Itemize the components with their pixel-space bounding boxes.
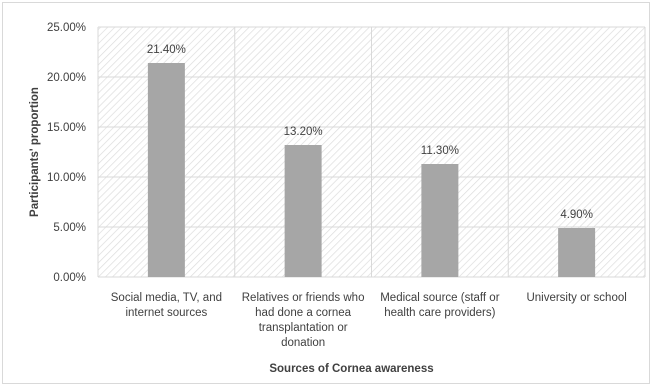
- x-category-label: University or school: [526, 292, 626, 304]
- bar: [147, 63, 185, 277]
- y-axis-title: Participants' proportion: [29, 87, 41, 217]
- bar: [421, 164, 459, 277]
- x-axis-categories: Social media, TV, and internet sources Rel…: [111, 292, 627, 349]
- y-tick-label: 15.00%: [47, 122, 86, 134]
- y-tick-label: 5.00%: [53, 222, 86, 234]
- gridlines: [97, 26, 646, 278]
- x-axis-title: Sources of Cornea awareness: [269, 363, 433, 375]
- y-tick-label: 10.00%: [47, 172, 86, 184]
- data-label: 21.40%: [147, 44, 186, 56]
- bar: [284, 145, 322, 277]
- x-category-label: Social media, TV, and internet sources: [111, 292, 222, 319]
- bars: 21.40% 13.20% 11.30% 4.90%: [147, 44, 596, 277]
- data-label: 11.30%: [421, 145, 459, 157]
- y-tick-label: 25.00%: [47, 22, 86, 34]
- y-axis-ticks: 0.00% 5.00% 10.00% 15.00% 20.00% 25.00%: [47, 22, 86, 284]
- x-category-label: Medical source (staff or health care prov…: [380, 292, 499, 319]
- bar: [558, 228, 596, 277]
- data-label: 13.20%: [284, 126, 323, 138]
- x-category-label: Relatives or friends who had done a corne…: [242, 292, 365, 349]
- y-tick-label: 20.00%: [47, 72, 86, 84]
- data-label: 4.90%: [560, 209, 593, 221]
- y-tick-label: 0.00%: [53, 272, 86, 284]
